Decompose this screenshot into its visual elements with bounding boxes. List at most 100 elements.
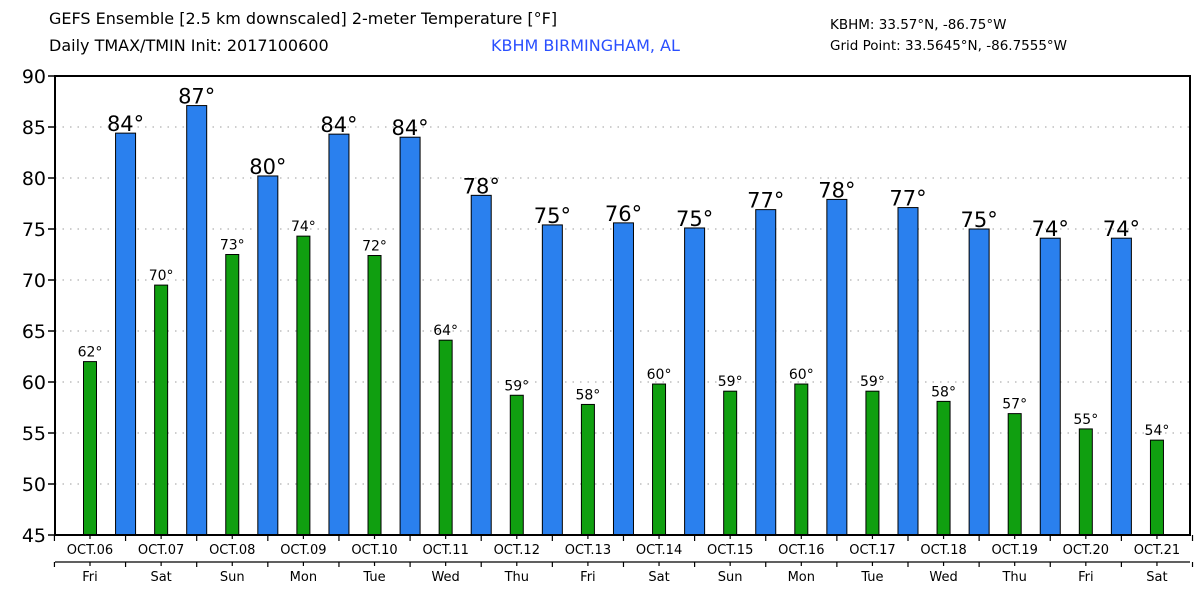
tmax-bar: [541, 224, 563, 536]
y-tick-label: 85: [22, 117, 46, 139]
x-date-label: OCT.21: [1134, 543, 1180, 558]
y-tick-label: 55: [22, 423, 46, 445]
tmax-bar: [612, 222, 634, 536]
tmin-label: 59°: [504, 378, 529, 394]
tmax-bar: [399, 136, 421, 536]
tmax-bar: [968, 228, 990, 536]
x-weekday-label: Sun: [220, 570, 245, 585]
station-name: KBHM BIRMINGHAM, AL: [491, 36, 680, 55]
y-tick-label: 90: [22, 66, 46, 88]
tmin-label: 55°: [1073, 412, 1098, 428]
tmax-label: 84°: [107, 112, 144, 136]
tmax-bar: [328, 133, 350, 536]
station-coordinates: KBHM: 33.57°N, -86.75°W: [830, 17, 1007, 33]
x-weekday-label: Mon: [290, 570, 317, 585]
x-weekday-label: Thu: [504, 570, 529, 585]
x-weekday-label: Sat: [150, 570, 171, 585]
x-weekday-label: Thu: [1001, 570, 1026, 585]
bar-labels: 62° 70° 73° 74° 72° 64° 59° 58° 60° 59° 60° 59° 58° 5…: [78, 85, 1170, 440]
tmin-label: 74°: [291, 219, 316, 235]
tmin-bar: [936, 400, 951, 536]
tmin-bar: [83, 361, 97, 536]
tmax-label: 77°: [889, 187, 926, 211]
y-tick-label: 80: [22, 168, 46, 190]
x-weekday-label: Tue: [860, 570, 883, 585]
x-date-label: OCT.12: [494, 543, 540, 558]
plot-frame: [54, 75, 1191, 536]
tmin-label: 59°: [718, 374, 743, 390]
y-tick-label: 65: [22, 321, 46, 343]
tmax-label: 87°: [178, 85, 215, 109]
x-date-label: OCT.18: [920, 543, 966, 558]
x-weekday-label: Mon: [788, 570, 815, 585]
tmin-bar: [652, 383, 667, 536]
y-tick-label: 50: [22, 474, 46, 496]
tmin-label: 64°: [433, 323, 458, 339]
tmin-label: 57°: [1002, 397, 1027, 413]
tmin-label: 60°: [647, 367, 672, 383]
x-weekday-label: Sat: [648, 570, 669, 585]
tmax-label: 75°: [534, 204, 571, 228]
tmin-bar: [865, 390, 880, 536]
tmax-label: 77°: [747, 189, 784, 213]
tmax-label: 74°: [1032, 217, 1069, 241]
tmin-bar: [1149, 439, 1164, 536]
tmax-label: 75°: [676, 207, 713, 231]
tmax-bar: [684, 227, 706, 536]
tmax-label: 78°: [818, 178, 855, 202]
tmax-label: 76°: [605, 202, 642, 226]
x-date-label: OCT.17: [849, 543, 895, 558]
tmin-bar: [438, 339, 453, 536]
x-date-label: OCT.16: [778, 543, 824, 558]
grid-point-coordinates: Grid Point: 33.5645°N, -86.7555°W: [830, 38, 1068, 54]
y-tick-label: 45: [22, 525, 46, 547]
bars: [83, 105, 1164, 536]
x-weekday-label: Sat: [1146, 570, 1167, 585]
chart-title: GEFS Ensemble [2.5 km downscaled] 2-mete…: [49, 9, 558, 28]
x-date-label: OCT.20: [1063, 543, 1109, 558]
tmax-bar: [115, 132, 137, 536]
tmin-label: 70°: [149, 268, 174, 284]
tmin-label: 72°: [362, 239, 387, 255]
tmin-label: 73°: [220, 238, 245, 254]
tmax-bar: [470, 194, 492, 536]
tmax-label: 84°: [320, 113, 357, 137]
tmax-label: 80°: [249, 155, 286, 179]
tmin-label: 59°: [860, 374, 885, 390]
tmax-label: 78°: [463, 174, 500, 198]
x-weekday-label: Fri: [580, 570, 596, 585]
chart-subtitle: Daily TMAX/TMIN Init: 2017100600: [49, 36, 329, 55]
x-date-label: OCT.07: [138, 543, 184, 558]
tmax-bar: [1039, 237, 1061, 536]
x-weekday-label: Fri: [1078, 570, 1094, 585]
tmin-bar: [296, 235, 311, 536]
tmin-bar: [580, 403, 595, 536]
tmax-bar: [897, 207, 919, 536]
x-date-label: OCT.10: [351, 543, 397, 558]
x-weekday-label: Fri: [82, 570, 98, 585]
tmin-label: 58°: [575, 387, 600, 403]
x-date-label: OCT.15: [707, 543, 753, 558]
tmin-label: 54°: [1145, 423, 1170, 439]
tmin-bar: [154, 284, 169, 536]
tmin-label: 62°: [78, 345, 103, 361]
x-date-label: OCT.19: [991, 543, 1037, 558]
y-tick-label: 70: [22, 270, 46, 292]
x-date-label: OCT.06: [67, 543, 113, 558]
tmax-bar: [257, 175, 279, 536]
x-date-label: OCT.13: [565, 543, 611, 558]
tmin-bar: [225, 254, 240, 536]
x-date-label: OCT.09: [280, 543, 326, 558]
tmin-bar: [509, 394, 524, 536]
tmin-bar: [1007, 413, 1022, 536]
tmax-bar: [1110, 237, 1132, 536]
y-tick-label: 60: [22, 372, 46, 394]
x-weekday-label: Tue: [362, 570, 385, 585]
x-date-label: OCT.11: [422, 543, 468, 558]
grid-lines: [55, 126, 1190, 485]
x-weekday-label: Wed: [929, 570, 957, 585]
y-tick-label: 75: [22, 219, 46, 241]
tmax-bar: [186, 105, 208, 536]
tmax-label: 74°: [1103, 217, 1140, 241]
